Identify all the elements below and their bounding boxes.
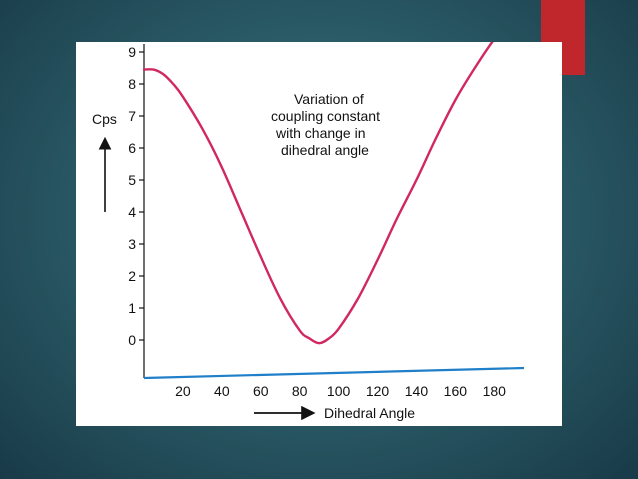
y-tick-label: 8 xyxy=(128,76,136,92)
x-tick-label: 40 xyxy=(214,383,230,399)
y-tick-label: 4 xyxy=(128,204,136,220)
x-tick-label: 120 xyxy=(366,383,390,399)
y-tick-label: 5 xyxy=(128,172,136,188)
series-line xyxy=(142,42,494,345)
x-axis-label: Dihedral Angle xyxy=(324,405,415,421)
annotation-line-4: dihedral angle xyxy=(281,142,369,158)
y-tick-label: 6 xyxy=(128,140,136,156)
annotation-line-3: with change in xyxy=(275,125,366,141)
coupling-constant-chart: 0 1 2 3 4 5 6 7 8 9 20 40 60 80 100 120 140 160 180 Varia… xyxy=(92,42,525,421)
y-tick-label: 1 xyxy=(128,300,136,316)
x-tick-label: 60 xyxy=(253,383,269,399)
annotation-line-2: coupling constant xyxy=(271,108,380,124)
y-tick-label: 2 xyxy=(128,268,136,284)
x-tick-label: 160 xyxy=(444,383,468,399)
annotation-line-1: Variation of xyxy=(294,91,364,107)
y-tick-label: 7 xyxy=(128,108,136,124)
x-tick-label: 20 xyxy=(175,383,191,399)
y-tick-label: 0 xyxy=(128,332,136,348)
x-axis-line xyxy=(143,366,525,380)
chart-image: 0 1 2 3 4 5 6 7 8 9 20 40 60 80 100 120 140 160 180 Varia… xyxy=(76,42,562,426)
x-tick-label: 80 xyxy=(292,383,308,399)
x-tick-label: 100 xyxy=(327,383,351,399)
series-group xyxy=(142,42,494,345)
x-tick-label: 140 xyxy=(405,383,429,399)
y-tick-label: 9 xyxy=(128,44,136,60)
x-axis: 20 40 60 80 100 120 140 160 180 xyxy=(143,366,525,399)
y-axis: 0 1 2 3 4 5 6 7 8 9 xyxy=(128,44,145,378)
y-tick-label: 3 xyxy=(128,236,136,252)
y-axis-label: Cps xyxy=(92,111,117,127)
x-tick-label: 180 xyxy=(483,383,507,399)
